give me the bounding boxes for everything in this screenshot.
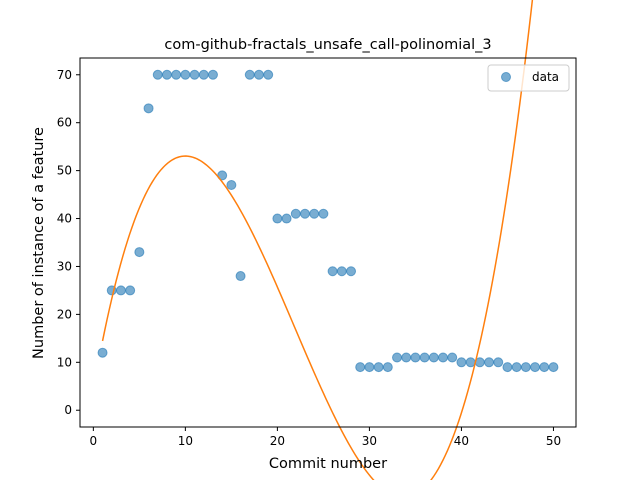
data-point [392,352,403,363]
y-axis: 0 10 20 30 40 50 60 70 [57,68,80,417]
data-point [125,285,136,296]
data-point [171,69,182,80]
x-tick-label: 20 [270,434,285,448]
data-point [447,352,458,363]
y-tick-label: 50 [57,164,72,178]
data-point [465,357,476,368]
data-point [419,352,430,363]
data-point [244,69,255,80]
data-point [180,69,191,80]
data-point [161,69,172,80]
data-point [226,179,237,190]
data-point [272,213,283,224]
x-axis: 0 10 20 30 40 50 [90,427,561,448]
data-point [134,247,145,258]
x-tick-label: 50 [546,434,561,448]
data-point [520,362,531,373]
data-point [539,362,550,373]
data-point [373,362,384,373]
data-point [290,208,301,219]
plot-frame [79,57,577,428]
data-point [97,347,108,358]
data-point [530,362,541,373]
data-point [511,362,522,373]
plot-area [97,0,559,480]
y-tick-label: 30 [57,259,72,273]
data-point [484,357,495,368]
data-point [456,357,467,368]
data-point [336,266,347,277]
data-point [235,271,246,282]
y-tick-label: 40 [57,212,72,226]
data-point [318,208,329,219]
data-point [207,69,218,80]
data-point [355,362,366,373]
data-point [548,362,559,373]
data-point [152,69,163,80]
x-tick-label: 40 [454,434,469,448]
data-point [493,357,504,368]
data-point [281,213,292,224]
x-tick-label: 30 [362,434,377,448]
y-tick-label: 60 [57,116,72,130]
y-tick-label: 20 [57,307,72,321]
y-tick-label: 70 [57,68,72,82]
data-point [263,69,274,80]
data-point [189,69,200,80]
data-point [143,103,154,114]
y-tick-label: 0 [64,403,72,417]
y-axis-label: Number of instance of a feature [31,127,47,359]
data-point [327,266,338,277]
data-point [364,362,375,373]
data-point [401,352,412,363]
x-tick-label: 0 [90,434,98,448]
legend-box [487,64,570,92]
data-point [115,285,126,296]
data-point [253,69,264,80]
data-point [502,362,513,373]
data-point [428,352,439,363]
data-point [410,352,421,363]
legend: data [487,64,570,92]
legend-marker-data [501,72,511,82]
y-tick-label: 10 [57,355,72,369]
data-point [382,362,393,373]
data-point [299,208,310,219]
data-point [346,266,357,277]
fit-line [101,0,534,480]
data-point [198,69,209,80]
legend-label-data: data [532,70,559,84]
x-tick-label: 10 [178,434,193,448]
chart-title: com-github-fractals_unsafe_call-polinomi… [164,37,491,53]
x-axis-label: Commit number [269,456,387,472]
data-point [309,208,320,219]
data-point [438,352,449,363]
